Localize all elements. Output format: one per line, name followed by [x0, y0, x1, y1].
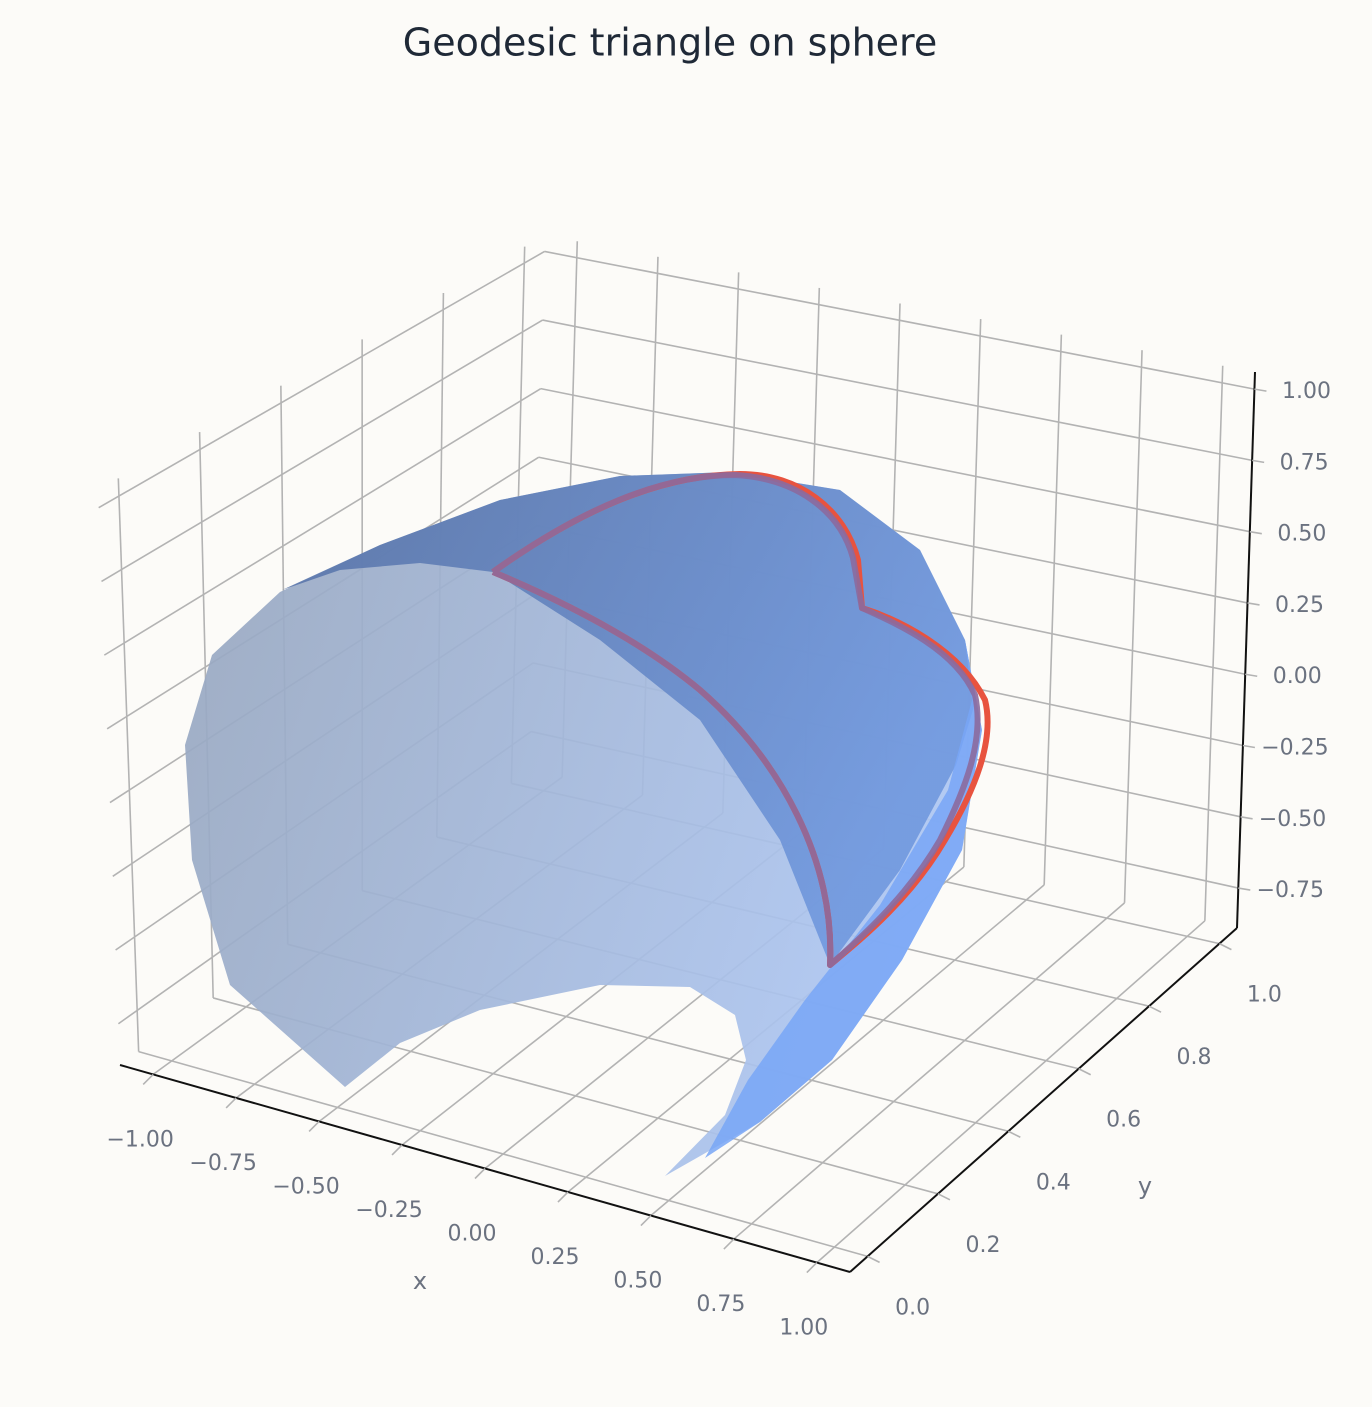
surface-rim	[705, 640, 982, 1158]
y-tick-label: 0.0	[895, 1295, 930, 1320]
z-tick-label: 0.75	[1280, 450, 1329, 475]
tick-mark	[937, 1193, 951, 1201]
grid-line	[101, 319, 544, 583]
grid-line	[1123, 350, 1143, 903]
geodesic-triangle	[491, 471, 991, 968]
y-tick-label: 0.8	[1177, 1045, 1212, 1070]
surface-interior	[282, 472, 976, 965]
grid-line	[733, 902, 1126, 1240]
x-tick-label: −0.50	[272, 1174, 339, 1199]
tick-mark	[806, 1262, 818, 1274]
tick-mark	[1148, 1005, 1162, 1013]
grid-line	[98, 250, 545, 509]
z-tick-label: −0.50	[1259, 807, 1326, 832]
x-tick-label: −0.25	[355, 1198, 422, 1223]
tick-mark	[1249, 530, 1262, 535]
x-tick-label: −1.00	[106, 1127, 173, 1152]
grid-line	[540, 387, 1250, 533]
x-tick-label: 0.25	[530, 1245, 579, 1270]
y-tick-label: 0.2	[965, 1233, 1000, 1258]
grid-line	[650, 884, 1045, 1217]
z-tick-label: 1.00	[1282, 379, 1331, 404]
tick-mark	[1245, 673, 1258, 678]
x-tick-label: 0.75	[696, 1292, 745, 1317]
tick-mark	[474, 1167, 486, 1180]
sphere-surface	[185, 472, 982, 1176]
z-tick-label: −0.75	[1257, 878, 1324, 903]
x-tick-label: 0.50	[613, 1269, 662, 1294]
y-tick-label: 1.0	[1247, 983, 1282, 1008]
tick-mark	[1247, 602, 1260, 606]
z-tick-label: −0.25	[1261, 736, 1328, 761]
tick-mark	[1240, 816, 1253, 820]
tick-mark	[640, 1214, 652, 1227]
x-tick-label: −0.75	[189, 1151, 256, 1176]
y-tick-label: 0.6	[1106, 1108, 1141, 1133]
x-tick-label: 1.00	[779, 1316, 828, 1341]
grid-line	[103, 387, 542, 656]
geodesic-path	[491, 472, 981, 968]
grid-line	[544, 250, 1255, 390]
grid-line	[1043, 334, 1063, 885]
tick-mark	[1007, 1130, 1021, 1138]
axis-line	[849, 927, 1238, 1273]
grid-line	[117, 478, 140, 1052]
tick-mark	[391, 1144, 403, 1156]
tick-mark	[308, 1120, 320, 1133]
z-tick-label: 0.25	[1275, 593, 1324, 618]
tick-mark	[1254, 388, 1267, 392]
grid-line	[1204, 365, 1224, 921]
y-axis-label: y	[1138, 1172, 1152, 1200]
y-tick-label: 0.4	[1036, 1170, 1071, 1195]
tick-mark	[557, 1191, 569, 1203]
tick-mark	[1252, 459, 1265, 464]
grid-line	[138, 1050, 868, 1258]
z-tick-label: 0.50	[1277, 522, 1326, 547]
tick-mark	[1242, 744, 1256, 749]
grid-line	[542, 319, 1253, 462]
tick-mark	[867, 1255, 880, 1264]
x-axis-label: x	[413, 1267, 427, 1295]
tick-mark	[723, 1238, 735, 1250]
tick-mark	[1219, 942, 1232, 951]
tick-mark	[1238, 887, 1251, 891]
tick-mark	[1078, 1068, 1092, 1076]
axis-line	[1236, 371, 1256, 929]
tick-mark	[142, 1073, 154, 1085]
z-tick-label: 0.00	[1273, 664, 1322, 689]
chart-title: Geodesic triangle on sphere	[403, 21, 937, 65]
grid-line	[816, 920, 1206, 1264]
x-tick-label: 0.00	[448, 1222, 497, 1247]
tick-mark	[225, 1097, 237, 1109]
